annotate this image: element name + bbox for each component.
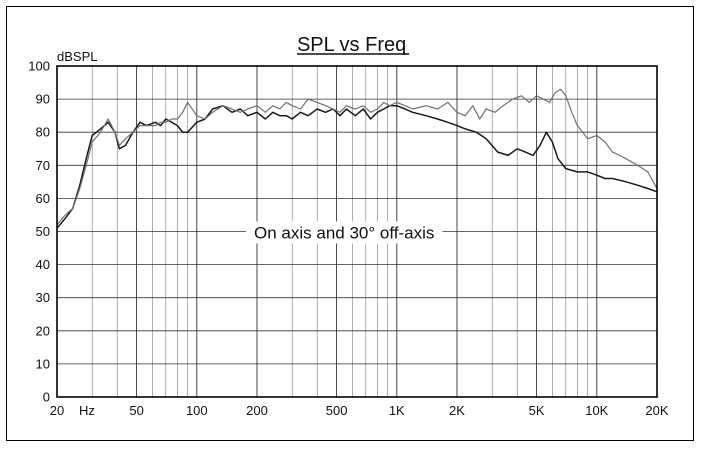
y-tick-label: 10 xyxy=(36,356,50,371)
y-tick-label: 60 xyxy=(36,191,50,206)
x-tick-label: 5K xyxy=(529,403,545,418)
chart-series xyxy=(56,88,658,229)
y-tick-label: 70 xyxy=(36,158,50,173)
y-tick-label: 20 xyxy=(36,323,50,338)
y-tick-label: 40 xyxy=(36,257,50,272)
x-unit-label: Hz xyxy=(79,403,95,418)
x-tick-label: 10K xyxy=(585,403,608,418)
y-tick-label: 100 xyxy=(28,59,50,74)
x-tick-label: 50 xyxy=(129,403,143,418)
x-tick-label: 20K xyxy=(645,403,668,418)
x-tick-label: 500 xyxy=(326,403,348,418)
chart-ticks: 0 10 20 30 40 50 60 70 80 90 100 20 50 100 200 500 1K 2K 5… xyxy=(28,59,669,419)
y-tick-label: 30 xyxy=(36,290,50,305)
chart-annotation: On axis and 30° off-axis xyxy=(254,224,434,243)
y-tick-label: 0 xyxy=(43,390,50,405)
chart-frame xyxy=(6,6,694,441)
plot-area-border xyxy=(56,65,658,398)
chart-title: SPL vs Freq xyxy=(297,34,406,56)
annotation-background xyxy=(246,221,443,244)
x-tick-label: 20 xyxy=(50,403,64,418)
y-tick-label: 80 xyxy=(36,125,50,140)
x-tick-label: 1K xyxy=(389,403,405,418)
x-tick-label: 100 xyxy=(186,403,208,418)
series-line-1 xyxy=(56,104,658,229)
x-tick-label: 2K xyxy=(449,403,465,418)
y-axis-label: dBSPL xyxy=(57,49,97,64)
y-tick-label: 90 xyxy=(36,92,50,107)
series-line-2 xyxy=(56,88,658,226)
y-tick-label: 50 xyxy=(36,224,50,239)
x-tick-label: 200 xyxy=(246,403,268,418)
